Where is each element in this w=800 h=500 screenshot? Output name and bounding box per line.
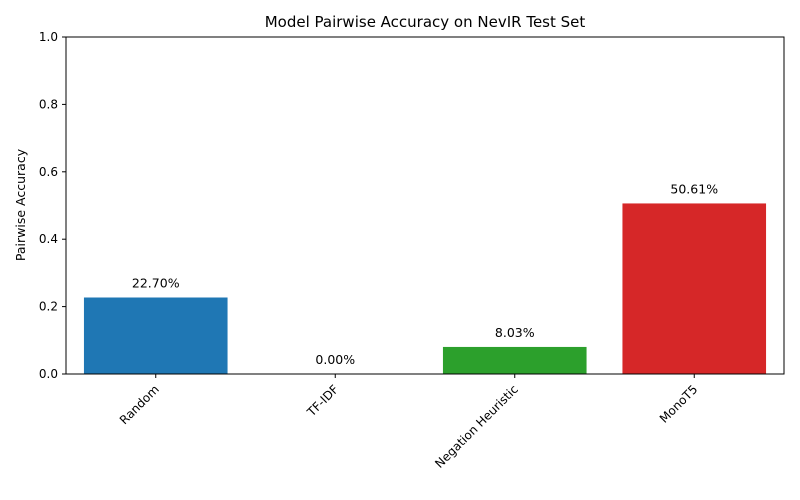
- data-label: 22.70%: [132, 276, 180, 291]
- bar-negation-heuristic: [442, 346, 587, 374]
- y-tick-label: 0.2: [39, 300, 58, 314]
- x-tick-label: TF-IDF: [304, 382, 342, 420]
- x-tick-label: Negation Heuristic: [432, 382, 521, 471]
- data-label: 0.00%: [315, 352, 355, 367]
- x-tick-label: Random: [117, 382, 162, 427]
- x-axis-ticks: Random TF-IDF Negation Heuristic MonoT5: [117, 374, 701, 471]
- plot-area-frame: [65, 36, 785, 375]
- chart-title: Model Pairwise Accuracy on NevIR Test Se…: [265, 13, 586, 31]
- data-labels-group: 22.70% 0.00% 8.03% 50.61%: [132, 181, 718, 367]
- y-tick-label: 0.0: [39, 367, 58, 381]
- y-tick-label: 0.6: [39, 165, 58, 179]
- data-label: 8.03%: [495, 325, 535, 340]
- data-label: 50.61%: [670, 181, 718, 196]
- x-tick-label: MonoT5: [657, 382, 701, 426]
- y-axis-label: Pairwise Accuracy: [13, 148, 28, 261]
- y-tick-label: 0.8: [39, 97, 58, 111]
- y-axis-ticks: 0.0 0.2 0.4 0.6 0.8 1.0: [39, 30, 66, 381]
- bars-group: [83, 203, 767, 374]
- bar-monot5: [622, 203, 767, 374]
- y-tick-label: 0.4: [39, 232, 58, 246]
- y-tick-label: 1.0: [39, 30, 58, 44]
- bar-random: [83, 297, 228, 374]
